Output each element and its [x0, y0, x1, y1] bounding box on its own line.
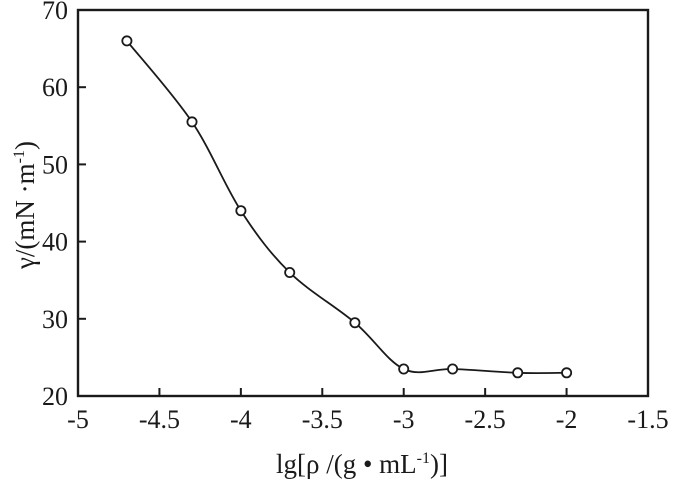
- data-point-marker: [561, 367, 573, 379]
- data-point-marker: [121, 35, 133, 47]
- x-tick-label: -4: [230, 405, 252, 434]
- data-point-marker: [235, 205, 247, 217]
- data-point-marker: [398, 363, 410, 375]
- x-tick-label: -3: [393, 405, 415, 434]
- data-point-marker: [284, 266, 296, 278]
- data-point-marker: [512, 367, 524, 379]
- y-tick-label: 70: [42, 0, 68, 25]
- x-axis-label: lg[ρ /(g • mL-1)]: [276, 449, 448, 479]
- x-tick-label: -1.5: [627, 405, 668, 434]
- plot-frame: [76, 8, 650, 398]
- x-tick-label: -2: [556, 405, 578, 434]
- y-tick-label: 60: [42, 73, 68, 102]
- data-point-marker: [186, 116, 198, 128]
- y-tick-label: 20: [42, 382, 68, 411]
- x-tick-label: -2.5: [465, 405, 506, 434]
- x-tick-label: -3.5: [302, 405, 343, 434]
- data-point-marker: [349, 317, 361, 329]
- y-axis-label: γ/(mN ·m-1): [10, 141, 40, 270]
- y-tick-label: 50: [42, 150, 68, 179]
- x-tick-label: -4.5: [139, 405, 180, 434]
- x-tick-label: -5: [67, 405, 89, 434]
- y-tick-label: 40: [42, 228, 68, 257]
- series-line: [126, 40, 568, 375]
- data-point-marker: [447, 363, 459, 375]
- y-tick-label: 30: [42, 305, 68, 334]
